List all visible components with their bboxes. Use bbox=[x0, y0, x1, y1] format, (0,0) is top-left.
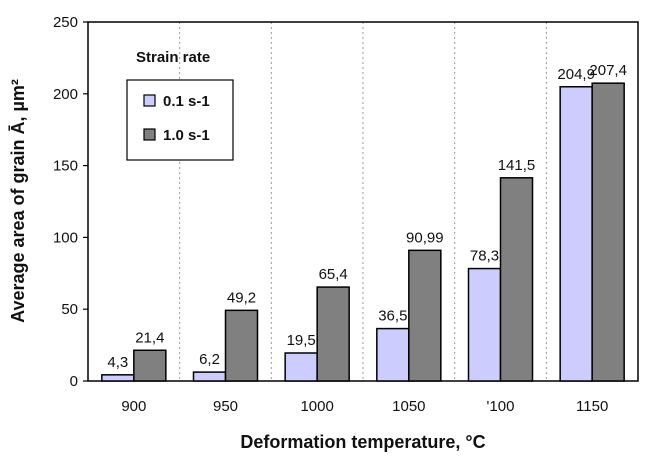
data-label-series-1: 36,5 bbox=[378, 308, 407, 325]
plot-area-frame bbox=[87, 21, 639, 382]
data-label-series-1: 19,5 bbox=[287, 332, 316, 349]
bar-series-1 bbox=[376, 327, 410, 382]
y-tick-label: 200 bbox=[53, 86, 78, 103]
legend: Strain rate 0.1 s-1 1.0 s-1 bbox=[126, 49, 234, 161]
data-label-series-2: 21,4 bbox=[135, 329, 164, 346]
legend-title: Strain rate bbox=[136, 49, 210, 66]
bar-series-2 bbox=[591, 82, 625, 382]
legend-label-series-2: 1.0 s-1 bbox=[163, 127, 210, 144]
bar-series-1 bbox=[467, 267, 502, 382]
y-tick-label: 100 bbox=[53, 229, 78, 246]
y-tick-label: 0 bbox=[70, 373, 78, 390]
x-axis-ticks: 900 950 1000 1050 '100 1150 bbox=[121, 398, 608, 415]
legend-swatch-series-2 bbox=[143, 128, 156, 141]
x-tick-label: 1000 bbox=[300, 398, 333, 415]
bar-series-2 bbox=[499, 177, 534, 382]
bar-series-2 bbox=[408, 249, 442, 382]
data-label-series-1: 204,9 bbox=[557, 66, 595, 83]
bar-series-1 bbox=[559, 86, 593, 382]
x-tick-label: 900 bbox=[121, 398, 146, 415]
y-axis-title: Average area of grain Ā, µm² bbox=[8, 79, 28, 323]
x-axis-title: Deformation temperature, °C bbox=[240, 432, 485, 452]
legend-swatch-series-1 bbox=[143, 94, 156, 107]
y-tick-label: 150 bbox=[53, 158, 78, 175]
bar-series-2 bbox=[224, 309, 259, 382]
y-axis-ticks: 0 50 100 150 200 250 bbox=[53, 14, 88, 390]
y-tick-label: 50 bbox=[61, 301, 78, 318]
data-label-series-1: 4,3 bbox=[107, 354, 128, 371]
x-tick-label: 1050 bbox=[392, 398, 425, 415]
legend-label-series-1: 0.1 s-1 bbox=[163, 93, 210, 110]
bar-series-2 bbox=[316, 286, 350, 382]
label-layer: 4,3 6,2 19,5 36,5 78,3 204,9 21,4 49,2 65,4 90,99… bbox=[107, 62, 627, 371]
bar-layer bbox=[101, 82, 625, 382]
legend-frame bbox=[126, 79, 234, 161]
bar-series-1 bbox=[284, 352, 318, 382]
data-label-series-2: 49,2 bbox=[227, 289, 256, 306]
bar-series-1 bbox=[101, 374, 135, 382]
bar-series-1 bbox=[192, 371, 227, 382]
data-label-series-2: 141,5 bbox=[498, 157, 536, 174]
bar-series-2 bbox=[133, 349, 167, 382]
data-label-series-2: 90,99 bbox=[406, 229, 444, 246]
y-tick-label: 250 bbox=[53, 14, 78, 31]
x-tick-label: 1150 bbox=[576, 398, 608, 415]
data-label-series-2: 207,4 bbox=[589, 62, 627, 79]
data-label-series-2: 65,4 bbox=[319, 266, 348, 283]
data-label-series-1: 6,2 bbox=[199, 351, 220, 368]
x-tick-label: 950 bbox=[213, 398, 238, 415]
data-label-series-1: 78,3 bbox=[470, 248, 499, 265]
x-tick-label: '100 bbox=[487, 398, 515, 415]
